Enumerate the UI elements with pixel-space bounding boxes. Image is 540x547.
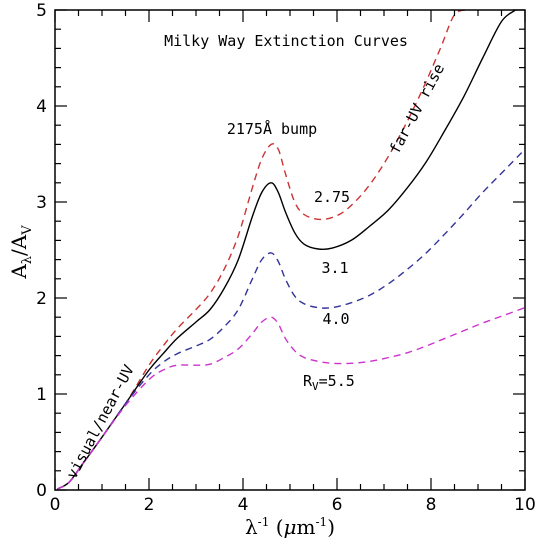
ylabel-sub2: V bbox=[20, 225, 35, 236]
chart-title: Milky Way Extinction Curves bbox=[164, 32, 408, 50]
y-tick-label: 4 bbox=[36, 97, 47, 117]
series-rv-5-5-curve bbox=[57, 306, 525, 490]
bump-annotation: 2175Å bump bbox=[227, 119, 317, 138]
series-rv-3-1-curve bbox=[57, 10, 517, 490]
ylabel-sub1: λ bbox=[20, 256, 35, 264]
y-axis-label: Aλ/AV bbox=[7, 225, 35, 280]
xlabel-sup2: -1 bbox=[316, 515, 328, 529]
x-tick-label: 10 bbox=[514, 495, 536, 515]
x-tick-label: 0 bbox=[50, 495, 61, 515]
x-axis-label: λ-1 (μm-1) bbox=[245, 515, 335, 539]
ylabel-a: A bbox=[7, 264, 31, 280]
plot-frame bbox=[54, 9, 526, 491]
ticks-group: 0 2 4 6 8 10 0 1 2 3 4 5 bbox=[36, 1, 536, 515]
x-tick-label: 2 bbox=[144, 495, 155, 515]
xlabel-sup1: -1 bbox=[258, 515, 270, 529]
xlabel-close: ) bbox=[327, 515, 335, 539]
series-rv-2-75-curve bbox=[57, 10, 469, 490]
y-tick-label: 0 bbox=[36, 481, 47, 501]
series-label-4-0: 4.0 bbox=[322, 310, 349, 328]
rv-sub: V bbox=[312, 380, 319, 393]
rv-r: R bbox=[303, 372, 313, 390]
y-tick-label: 5 bbox=[36, 1, 47, 21]
x-tick-label: 4 bbox=[238, 495, 249, 515]
series-label-rv-5-5: RV=5.5 bbox=[303, 372, 355, 393]
series-group bbox=[57, 10, 525, 490]
y-tick-label: 3 bbox=[36, 193, 47, 213]
series-label-2-75: 2.75 bbox=[314, 188, 350, 206]
y-tick-label: 2 bbox=[36, 289, 47, 309]
xlabel-open: ( bbox=[269, 515, 283, 539]
series-rv-4-0-curve bbox=[57, 148, 525, 490]
x-tick-label: 6 bbox=[332, 495, 343, 515]
visual-annotation: visual/near-UV bbox=[63, 362, 138, 482]
y-tick-label: 1 bbox=[36, 385, 47, 405]
series-label-3-1: 3.1 bbox=[321, 259, 348, 277]
xlabel-mu: μ bbox=[284, 515, 297, 539]
x-tick-label: 8 bbox=[426, 495, 437, 515]
ylabel-slash: /A bbox=[7, 234, 31, 256]
xlabel-main: λ bbox=[245, 515, 258, 539]
far-uv-annotation: far-UV rise bbox=[386, 61, 449, 157]
rv-val: =5.5 bbox=[319, 372, 355, 390]
xlabel-m: m bbox=[297, 515, 316, 539]
